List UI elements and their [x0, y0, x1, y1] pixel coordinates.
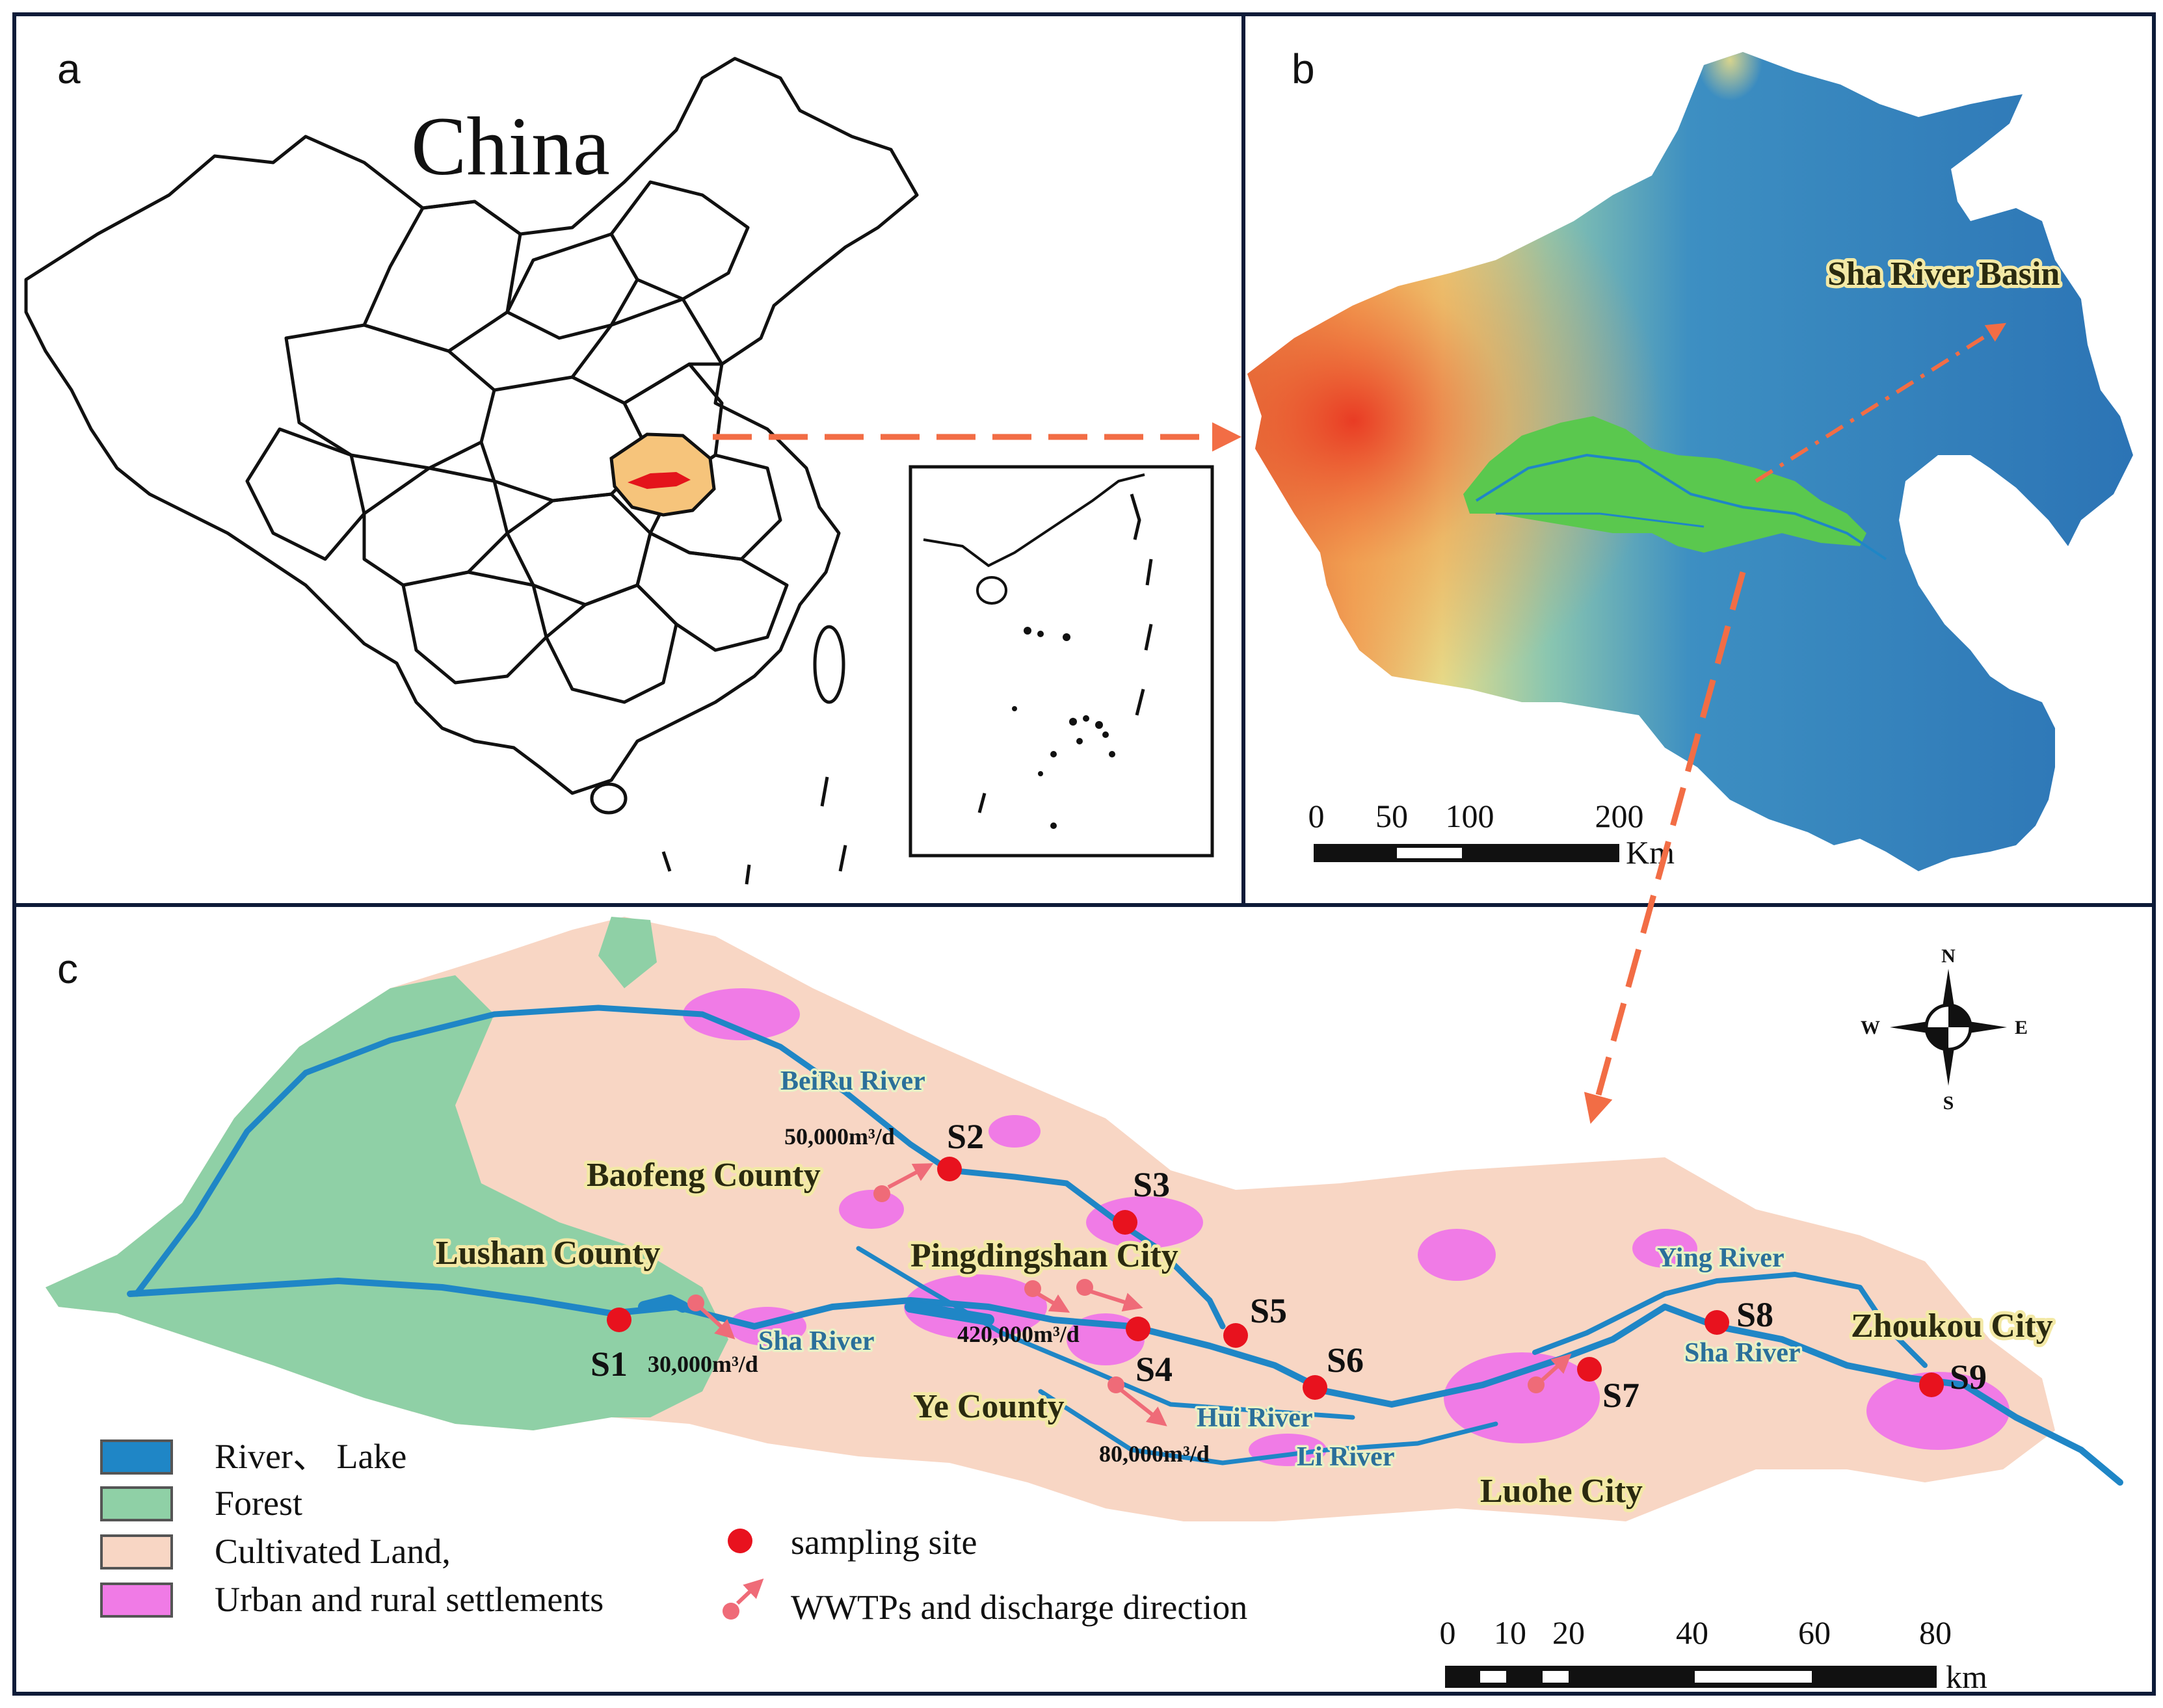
river-label-beiru: BeiRu River [780, 1066, 925, 1096]
sha-basin-marker [628, 472, 691, 489]
panel-a: a China [24, 46, 1214, 885]
sha-river-basin-shape [1463, 416, 1866, 553]
site-label-s8: S8 [1736, 1295, 1773, 1334]
sha-river-basin-label: Sha River Basin [1827, 256, 2060, 293]
ying-river-line [1532, 1272, 1928, 1368]
site-s7 [1577, 1357, 1602, 1382]
place-lushan: Lushan County [436, 1235, 660, 1272]
country-label: China [411, 100, 610, 192]
panel-letter-c: c [57, 945, 78, 992]
scale-b-tick-50: 50 [1375, 798, 1408, 834]
wwtp-markers [687, 1163, 1572, 1426]
site-s3 [1113, 1210, 1137, 1235]
river-label-sha-west: Sha River [758, 1326, 875, 1356]
river-label-ying: Ying River [1657, 1243, 1785, 1273]
river-labels: BeiRu River Sha River Hui River Li River… [756, 1064, 1803, 1475]
discharge-s2: 50,000m³/d [784, 1123, 895, 1150]
wwtp-s4-b [1076, 1279, 1143, 1312]
panel-c: c [46, 917, 2123, 1695]
li-river-line [1038, 1389, 1498, 1465]
place-zhoukou: Zhoukou City [1851, 1307, 2053, 1345]
compass-e: E [2015, 1017, 2028, 1038]
scale-c-tick-10: 10 [1494, 1614, 1526, 1651]
site-s2 [937, 1157, 962, 1181]
place-labels: Baofeng County Lushan County Pingdingsha… [432, 1153, 2056, 1513]
site-s6 [1303, 1375, 1327, 1400]
panel-letter-b: b [1292, 46, 1315, 92]
lake-reservoir [905, 1301, 994, 1326]
place-baofeng: Baofeng County [587, 1157, 821, 1194]
compass-w: W [1861, 1017, 1880, 1038]
scale-c-tick-0: 0 [1440, 1614, 1456, 1651]
site-label-s4: S4 [1135, 1350, 1173, 1389]
site-label-s9: S9 [1950, 1358, 1987, 1397]
basin-dashdot-arrow [1755, 322, 2007, 483]
wwtp-s2 [873, 1163, 934, 1202]
mainland-offshore-dashes [661, 776, 847, 885]
legend-forest: Forest [215, 1484, 302, 1523]
scale-c-tick-80: 80 [1919, 1614, 1952, 1651]
scale-bar-c: 0 10 20 40 60 80 km [1440, 1614, 1988, 1695]
site-label-s1: S1 [591, 1345, 628, 1384]
panel-frames [12, 12, 2156, 1696]
discharge-s4: 420,000m³/d [957, 1321, 1080, 1347]
scale-bar-b: 0 50 100 200 Km [1308, 798, 1675, 871]
site-label-s7: S7 [1602, 1376, 1639, 1415]
scale-c-unit: km [1946, 1659, 1987, 1695]
panel-letter-a: a [57, 46, 81, 92]
scale-c-tick-20: 20 [1552, 1614, 1585, 1651]
compass-n: N [1941, 945, 1956, 967]
scale-b-tick-100: 100 [1446, 798, 1494, 834]
legend: River、 Lake Forest Cultivated Land, Urba… [100, 1437, 1247, 1627]
legend-river-lake: River、 Lake [215, 1437, 406, 1476]
site-s5 [1223, 1323, 1248, 1348]
legend-urban: Urban and rural settlements [215, 1580, 604, 1619]
panel-b: b Sha River Basin 0 50 100 200 Km [1247, 46, 2133, 871]
discharge-ye: 80,000m³/d [1099, 1441, 1210, 1467]
legend-sampling: sampling site [791, 1523, 977, 1562]
place-pingdingshan: Pingdingshan City [910, 1237, 1178, 1274]
site-labels: S1 S2 S3 S4 S5 S6 S7 S8 S9 [591, 1117, 1987, 1415]
hui-river-line [856, 1246, 1355, 1420]
site-label-s3: S3 [1133, 1165, 1170, 1204]
wwtp-ye [1108, 1376, 1167, 1426]
basin-forest [46, 975, 728, 1430]
arrow-b-to-c [1584, 571, 1746, 1124]
wwtp-s4-a [1024, 1280, 1070, 1313]
site-s9 [1919, 1373, 1944, 1397]
river-label-li: Li River [1297, 1442, 1394, 1472]
legend-wwtp: WWTPs and discharge direction [791, 1588, 1247, 1627]
scale-b-tick-200: 200 [1595, 798, 1644, 834]
legend-cultivated: Cultivated Land, [215, 1532, 451, 1571]
china-outline [24, 57, 919, 815]
wwtp-s7 [1528, 1353, 1572, 1393]
site-s1 [607, 1307, 631, 1332]
sha-river-line [127, 1278, 2123, 1486]
site-label-s2: S2 [947, 1117, 984, 1156]
river-label-hui: Hui River [1197, 1403, 1312, 1433]
site-s4 [1126, 1317, 1150, 1341]
site-label-s5: S5 [1250, 1291, 1287, 1330]
wwtp-s1 [687, 1294, 736, 1340]
compass-s: S [1943, 1092, 1954, 1114]
inset-south-china-sea [909, 465, 1214, 858]
compass-rose: N S E W [1861, 945, 2028, 1114]
scale-b-tick-0: 0 [1308, 798, 1325, 834]
place-luohe: Luohe City [1480, 1473, 1643, 1510]
river-label-sha-east: Sha River [1684, 1338, 1801, 1368]
discharge-s1: 30,000m³/d [648, 1351, 758, 1377]
site-s8 [1705, 1310, 1729, 1335]
sampling-sites [607, 1157, 1944, 1400]
site-label-s6: S6 [1327, 1341, 1364, 1380]
place-ye: Ye County [913, 1388, 1065, 1425]
discharge-labels: 50,000m³/d 30,000m³/d 420,000m³/d 80,000… [648, 1123, 1210, 1467]
scale-c-tick-40: 40 [1676, 1614, 1708, 1651]
scale-c-tick-60: 60 [1798, 1614, 1831, 1651]
